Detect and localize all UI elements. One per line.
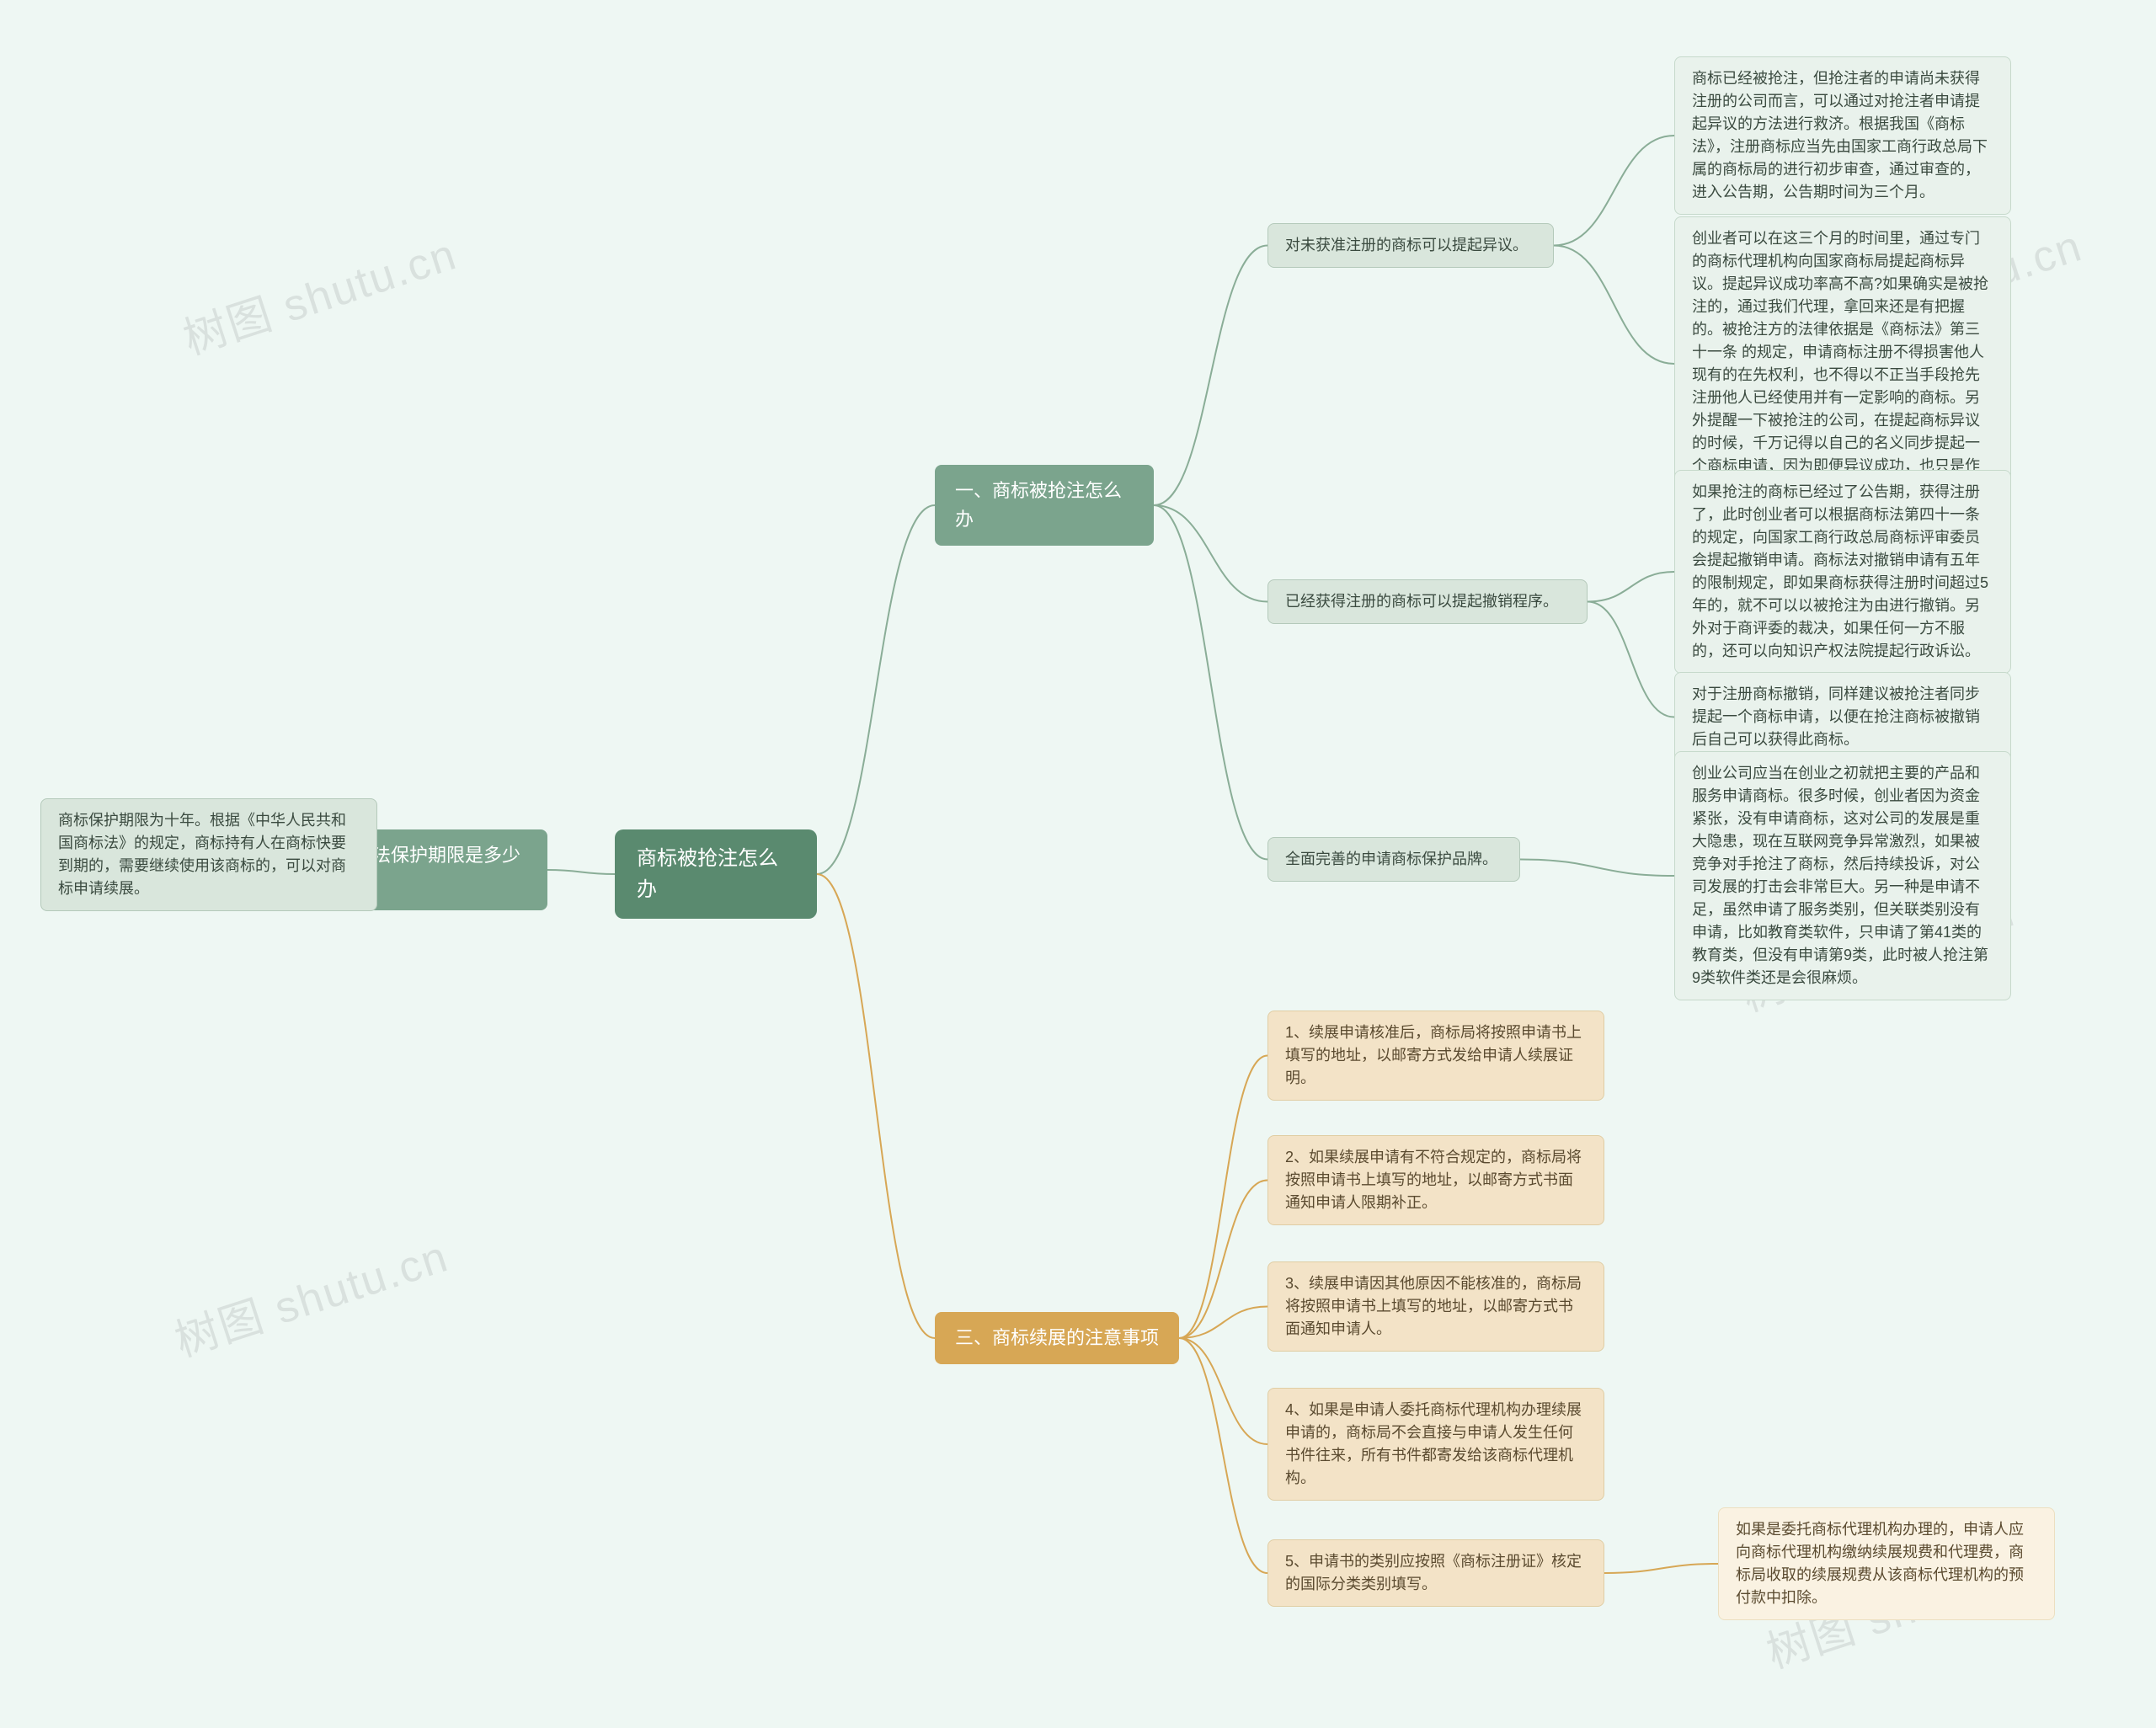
mindmap-node[interactable]: 商标已经被抢注，但抢注者的申请尚未获得注册的公司而言，可以通过对抢注者申请提起异… (1674, 56, 2011, 215)
mindmap-node[interactable]: 对未获准注册的商标可以提起异议。 (1267, 223, 1554, 268)
mindmap-node[interactable]: 1、续展申请核准后，商标局将按照申请书上填写的地址，以邮寄方式发给申请人续展证明… (1267, 1011, 1604, 1101)
mindmap-node[interactable]: 已经获得注册的商标可以提起撤销程序。 (1267, 579, 1588, 624)
mindmap-node[interactable]: 创业公司应当在创业之初就把主要的产品和服务申请商标。很多时候，创业者因为资金紧张… (1674, 751, 2011, 1000)
mindmap-node[interactable]: 2、如果续展申请有不符合规定的，商标局将按照申请书上填写的地址，以邮寄方式书面通… (1267, 1135, 1604, 1225)
mindmap-node[interactable]: 对于注册商标撤销，同样建议被抢注者同步提起一个商标申请，以便在抢注商标被撤销后自… (1674, 672, 2011, 762)
mindmap-node[interactable]: 三、商标续展的注意事项 (935, 1312, 1179, 1364)
watermark: 树图 shutu.cn (174, 219, 464, 366)
mindmap-node[interactable]: 一、商标被抢注怎么办 (935, 465, 1154, 546)
mindmap-node[interactable]: 商标保护期限为十年。根据《中华人民共和国商标法》的规定，商标持有人在商标快要到期… (40, 798, 377, 911)
mindmap-node[interactable]: 4、如果是申请人委托商标代理机构办理续展申请的，商标局不会直接与申请人发生任何书… (1267, 1388, 1604, 1501)
mindmap-node[interactable]: 创业者可以在这三个月的时间里，通过专门的商标代理机构向国家商标局提起商标异议。提… (1674, 216, 2011, 511)
mindmap-node[interactable]: 5、申请书的类别应按照《商标注册证》核定的国际分类类别填写。 (1267, 1539, 1604, 1607)
mindmap-node[interactable]: 3、续展申请因其他原因不能核准的，商标局将按照申请书上填写的地址，以邮寄方式书面… (1267, 1261, 1604, 1352)
mindmap-node[interactable]: 商标被抢注怎么办 (615, 829, 817, 919)
mindmap-node[interactable]: 如果抢注的商标已经过了公告期，获得注册了，此时创业者可以根据商标法第四十一条的规… (1674, 470, 2011, 674)
mindmap-node[interactable]: 如果是委托商标代理机构办理的，申请人应向商标代理机构缴纳续展规费和代理费，商标局… (1718, 1507, 2055, 1620)
mindmap-node[interactable]: 全面完善的申请商标保护品牌。 (1267, 837, 1520, 882)
watermark: 树图 shutu.cn (166, 1221, 456, 1368)
